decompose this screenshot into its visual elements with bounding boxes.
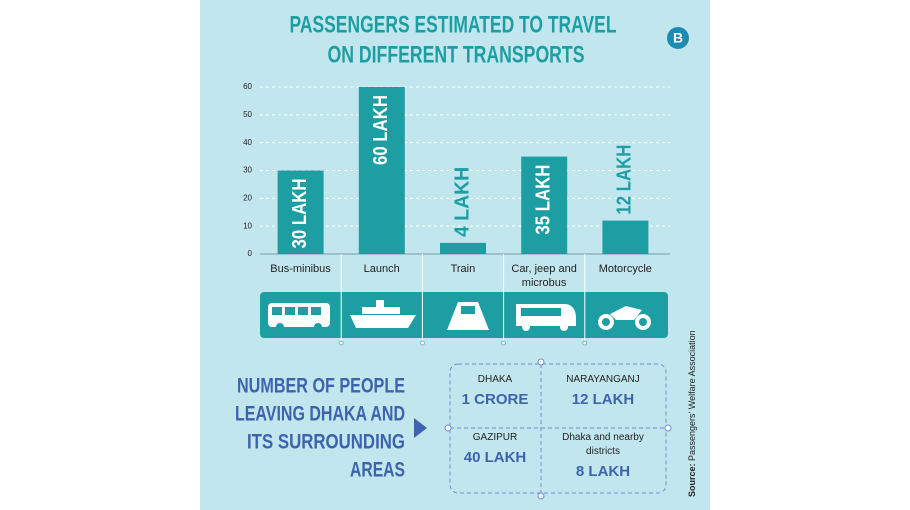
section-title: NUMBER OF PEOPLE [237, 375, 405, 398]
bar [358, 87, 405, 254]
x-tick-text: Launch [363, 263, 400, 275]
region-count: 8 LAKH [575, 463, 631, 480]
dots [444, 358, 672, 500]
bar [521, 156, 568, 254]
icons [268, 300, 651, 331]
x-tick-text: Bus-minibus [270, 263, 331, 275]
logo-badge [667, 27, 689, 49]
region-name: DHAKA [477, 374, 513, 385]
x-tick-label: Train [422, 262, 503, 276]
x-tick-text: Motorcycle [598, 263, 652, 275]
y-tick-label: 60 [243, 82, 252, 91]
y-tick-label: 30 [243, 166, 252, 175]
x-tick-label: Car, jeep and microbus [504, 262, 585, 290]
region-name: NARAYANGANJ [566, 374, 640, 385]
panel [200, 0, 710, 510]
y-tick-label: 10 [243, 221, 252, 230]
y-tick-label: 0 [248, 249, 253, 258]
y-tick-label: 40 [243, 138, 252, 147]
region-count: 1 CRORE [461, 391, 529, 408]
region-name: GAZIPUR [472, 432, 518, 443]
y-tick-label: 20 [243, 193, 252, 202]
source-label: Source: [687, 463, 697, 497]
bar [602, 220, 649, 254]
value-label: 35 LAKH [532, 165, 554, 235]
separator-dot [419, 340, 425, 346]
x-tick-text: Train [450, 263, 476, 275]
arrow [414, 418, 427, 438]
logo: B [673, 30, 683, 46]
x-tick-label: Launch [341, 262, 422, 276]
value-label: 12 LAKH [614, 145, 636, 215]
region-cell: GAZIPUR 40 LAKH [441, 431, 549, 466]
region-cell: NARAYANGANJ 12 LAKH [549, 373, 657, 408]
section-title: ITS SURROUNDING [247, 431, 405, 454]
region-cell: DHAKA 1 CRORE [441, 373, 549, 408]
value-label: 30 LAKH [289, 179, 311, 249]
y-tick-label: 50 [243, 110, 252, 119]
region-count: 12 LAKH [571, 391, 635, 408]
value-label: 60 LAKH [370, 95, 392, 165]
chart-title: PASSENGERS ESTIMATED TO TRAVEL [290, 11, 617, 38]
source: Source: Passengers' Welfare Association [687, 330, 697, 497]
region-cell: Dhaka and nearby districts 8 LAKH [549, 431, 657, 480]
region-name: Dhaka and nearby districts [562, 432, 644, 457]
x-tick-label: Bus-minibus [260, 262, 341, 276]
section-title: LEAVING DHAKA AND [235, 403, 405, 426]
bar [277, 170, 324, 254]
value-label: 4 LAKH [451, 167, 473, 237]
x-tick-label: Motorcycle [585, 262, 666, 276]
region-count: 40 LAKH [463, 449, 527, 466]
separator-dot [501, 340, 507, 346]
x-tick-text: Car, jeep and microbus [511, 263, 577, 289]
chart-title: ON DIFFERENT TRANSPORTS [328, 41, 585, 68]
separator-dot [582, 340, 588, 346]
section-title: AREAS [350, 459, 405, 482]
separator-dot [338, 340, 344, 346]
bar [440, 242, 486, 254]
source-text: Passengers' Welfare Association [687, 330, 697, 461]
